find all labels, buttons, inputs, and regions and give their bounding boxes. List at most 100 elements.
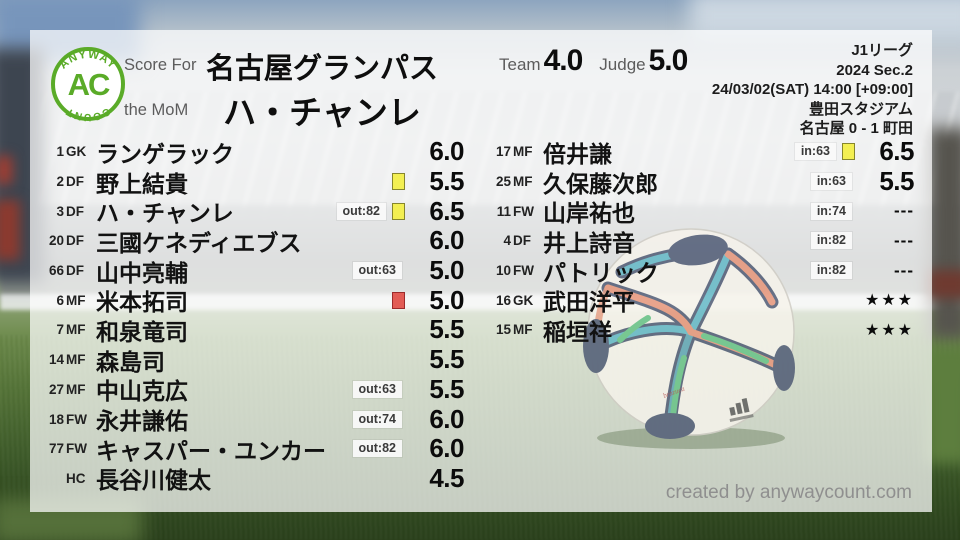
position-label: MF <box>66 352 86 368</box>
substitutes-list: 17 MF 倍井謙 in:63 6.5 25 MF 久保藤次郎 in:63 5.… <box>487 136 915 345</box>
jersey-number: 25 <box>495 174 511 190</box>
svg-text:COUNT: COUNT <box>64 105 113 123</box>
rating: 4.5 <box>429 462 464 493</box>
sub-badge: in:82 <box>810 262 852 280</box>
position-label: FW <box>66 411 87 427</box>
jersey-number: 16 <box>495 292 511 308</box>
player-name: ランゲラック <box>96 140 234 167</box>
score-for-label: Score For <box>124 56 197 74</box>
jersey-number: 77 <box>48 441 64 457</box>
team-name: 名古屋グランパス <box>205 52 438 85</box>
player-row: 77 FW キャスパー・ユンカー out:82 6.0 <box>40 433 465 464</box>
rating: --- <box>894 201 914 221</box>
player-row: 10 FW パトリック in:82 --- <box>487 256 914 286</box>
rating: ★★★ <box>864 292 914 310</box>
position-label: DF <box>66 174 84 190</box>
jersey-number: 1 <box>56 144 64 160</box>
rating: 5.0 <box>429 284 464 315</box>
jersey-number: 17 <box>495 144 511 160</box>
judge-score-label: Judge <box>599 55 646 74</box>
rating: 6.0 <box>429 136 464 167</box>
jersey-number: 27 <box>48 381 64 397</box>
sub-badge: out:82 <box>352 440 402 458</box>
player-name: 稲垣祥 <box>543 318 612 345</box>
position-label: DF <box>66 233 84 249</box>
match-info: J1リーグ 2024 Sec.2 24/03/02(SAT) 14:00 [+0… <box>712 41 913 139</box>
player-name: 三國ケネディエブス <box>96 229 302 256</box>
player-row: HC 長谷川健太 4.5 <box>40 462 465 494</box>
player-name: 山中亮輔 <box>96 259 188 286</box>
starters-list: 1 GK ランゲラック 6.0 2 DF 野上結貴 5.5 3 DF ハ・チャン… <box>40 136 465 494</box>
jersey-number: 15 <box>495 322 511 338</box>
player-row: 2 DF 野上結貴 5.5 <box>40 166 464 197</box>
player-row: 20 DF 三國ケネディエブス 6.0 <box>40 225 465 256</box>
position-label: MF <box>66 322 86 338</box>
player-row: 27 MF 中山克広 out:63 5.5 <box>40 373 465 405</box>
mom-name: ハ・チャンレ <box>223 94 421 131</box>
player-name: 中山克広 <box>96 378 188 405</box>
position-label: MF <box>513 144 533 160</box>
player-name: 武田洋平 <box>543 289 635 316</box>
position-label: GK <box>513 292 534 308</box>
judge-score-value: 5.0 <box>648 44 689 77</box>
credit-text: created by anywaycount.com <box>665 482 912 503</box>
position-label: DF <box>513 233 531 249</box>
jersey-number: 3 <box>56 203 64 219</box>
right-stands-blur <box>928 128 960 340</box>
rating: 5.5 <box>429 373 464 404</box>
match-result: 名古屋 0 - 1 町田 <box>799 120 913 137</box>
jersey-number: 18 <box>48 411 64 427</box>
player-name: 井上詩音 <box>543 229 635 256</box>
match-kickoff: 24/03/02(SAT) 14:00 [+09:00] <box>711 81 913 98</box>
rating: 5.5 <box>429 344 464 375</box>
rating: 6.0 <box>429 225 464 256</box>
rating: --- <box>894 260 914 280</box>
rating: --- <box>894 230 914 250</box>
jersey-number: 66 <box>48 263 64 279</box>
team-score-value: 4.0 <box>543 44 584 77</box>
position-label: FW <box>513 263 534 279</box>
player-row: 25 MF 久保藤次郎 in:63 5.5 <box>487 166 915 197</box>
position-label: GK <box>66 144 87 160</box>
match-stadium: 豊田スタジアム <box>809 100 913 118</box>
player-row: 66 DF 山中亮輔 out:63 5.0 <box>40 255 465 286</box>
player-row: 16 GK 武田洋平 ★★★ <box>487 285 914 315</box>
adidas-mark <box>729 398 754 422</box>
position-label: MF <box>513 174 533 190</box>
player-row: 6 MF 米本拓司 5.0 <box>40 284 464 316</box>
player-row: 3 DF ハ・チャンレ out:82 6.5 <box>40 196 464 227</box>
sub-badge: in:63 <box>794 143 836 161</box>
position-label: FW <box>513 203 534 219</box>
logo-center-text: AC <box>68 67 110 102</box>
rating: 6.0 <box>429 403 464 434</box>
position-label: DF <box>66 203 84 219</box>
jersey-number: 4 <box>503 233 511 249</box>
player-name: ハ・チャンレ <box>96 200 234 227</box>
position-label: FW <box>66 441 87 457</box>
title-block: Score For 名古屋グランパス the MoM ハ・チャンレ <box>124 44 447 133</box>
rating: 5.5 <box>879 166 914 197</box>
jersey-number: 6 <box>56 292 64 308</box>
team-score-label: Team <box>499 55 541 74</box>
rating: 5.0 <box>429 255 464 286</box>
card-icon <box>392 291 405 309</box>
jersey-number: 10 <box>495 263 511 279</box>
position-label: MF <box>66 381 86 397</box>
score-summary: Team 4.0 Judge 5.0 <box>499 44 689 78</box>
match-season: 2024 Sec.2 <box>836 61 913 79</box>
player-row: 1 GK ランゲラック 6.0 <box>40 136 464 167</box>
left-red-blur <box>0 156 12 184</box>
player-name: パトリック <box>543 259 659 286</box>
player-row: 15 MF 稲垣祥 ★★★ <box>487 315 914 345</box>
rating: 5.5 <box>429 314 464 345</box>
player-row: 14 MF 森島司 5.5 <box>40 344 465 375</box>
position-label: MF <box>513 322 533 338</box>
player-row: 4 DF 井上詩音 in:82 --- <box>487 226 914 256</box>
right-red-blur <box>928 270 960 298</box>
rating: 6.0 <box>429 433 464 464</box>
player-name: 和泉竜司 <box>96 318 188 345</box>
player-name: 永井謙佑 <box>96 408 188 435</box>
sub-badge: out:82 <box>336 202 386 220</box>
